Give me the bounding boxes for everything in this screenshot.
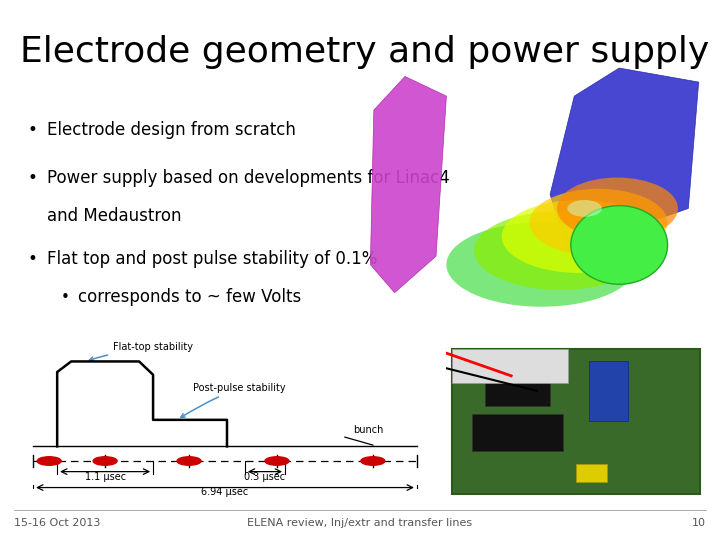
Text: Flat-top stability: Flat-top stability (89, 342, 193, 361)
Text: bunch: bunch (353, 425, 383, 435)
Polygon shape (370, 77, 446, 293)
Ellipse shape (446, 222, 636, 307)
Ellipse shape (529, 189, 667, 256)
Text: corresponds to ~ few Volts: corresponds to ~ few Volts (78, 288, 301, 306)
Ellipse shape (177, 457, 201, 465)
Bar (576, 463, 607, 482)
Text: •: • (27, 250, 37, 268)
Text: •: • (27, 120, 37, 139)
Ellipse shape (93, 457, 117, 465)
Text: Electrode design from scratch: Electrode design from scratch (47, 120, 296, 139)
Bar (485, 361, 550, 406)
Polygon shape (550, 68, 698, 251)
Text: Flat top and post pulse stability of 0.1%: Flat top and post pulse stability of 0.1… (47, 250, 377, 268)
Text: 0.3 μsec: 0.3 μsec (244, 471, 286, 482)
Text: Power supply based on developments for Linac4: Power supply based on developments for L… (47, 169, 449, 187)
Text: Post-pulse stability: Post-pulse stability (181, 383, 286, 417)
Text: 15-16 Oct 2013: 15-16 Oct 2013 (14, 518, 101, 528)
Text: ELENA review, Inj/extr and transfer lines: ELENA review, Inj/extr and transfer line… (248, 518, 472, 528)
Ellipse shape (37, 457, 61, 465)
Text: •: • (61, 289, 70, 305)
Text: 10: 10 (692, 518, 706, 528)
Ellipse shape (502, 200, 657, 273)
Text: Electrode geometry and power supply: Electrode geometry and power supply (20, 35, 709, 69)
Ellipse shape (474, 211, 647, 290)
Ellipse shape (265, 457, 289, 465)
Ellipse shape (567, 200, 602, 217)
Bar (472, 414, 563, 451)
Bar (451, 349, 568, 383)
Text: and Medaustron: and Medaustron (47, 207, 181, 225)
Text: 6.94 μsec: 6.94 μsec (202, 487, 248, 497)
Ellipse shape (361, 457, 385, 465)
Text: •: • (27, 169, 37, 187)
Ellipse shape (557, 178, 678, 239)
Ellipse shape (571, 206, 667, 284)
Bar (589, 361, 628, 421)
Text: 1.1 μsec: 1.1 μsec (84, 471, 126, 482)
